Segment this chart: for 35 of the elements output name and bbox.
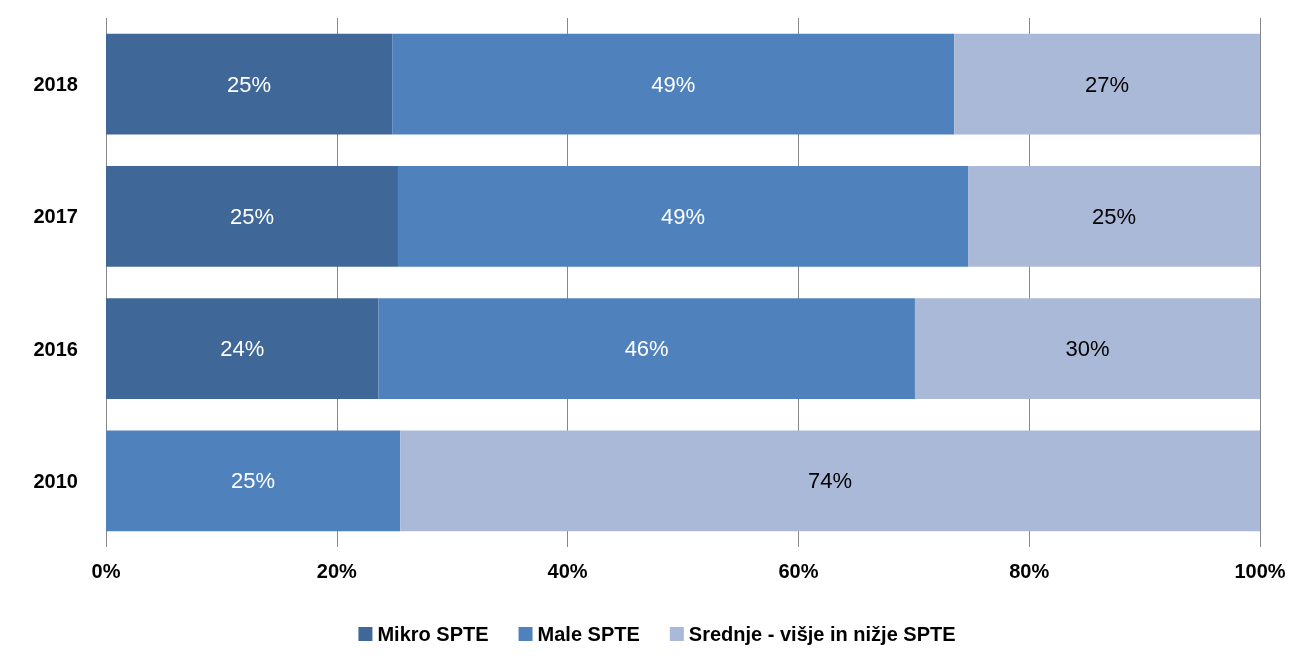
data-label: 25%	[231, 468, 276, 494]
bar	[400, 430, 1260, 532]
data-label: 24%	[220, 336, 265, 362]
data-label: 74%	[808, 468, 853, 494]
data-label: 30%	[1065, 336, 1110, 362]
bar	[378, 298, 915, 399]
x-tick-label: 40%	[547, 560, 588, 582]
data-label: 25%	[227, 71, 272, 97]
y-tick-label: 2018	[33, 73, 78, 96]
bar	[106, 298, 379, 399]
x-tick-label: 100%	[1234, 560, 1286, 582]
data-label: 49%	[651, 71, 696, 97]
y-tick-label: 2017	[33, 205, 78, 228]
legend-label: Mikro SPTE	[377, 623, 489, 645]
data-label: 49%	[660, 203, 706, 229]
data-label: 25%	[229, 203, 274, 229]
bar	[392, 33, 955, 135]
x-tick-label: 0%	[91, 560, 121, 582]
y-tick-label: 2010	[33, 469, 78, 492]
bar	[106, 33, 393, 135]
bar	[106, 166, 398, 267]
bar	[954, 33, 1260, 135]
legend-label: Male SPTE	[537, 623, 640, 645]
data-label: 25%	[1092, 203, 1137, 229]
bar	[397, 166, 969, 267]
x-tick-label: 80%	[1009, 560, 1050, 582]
legend-label: Srednje - višje in nižje SPTE	[688, 623, 956, 645]
bar	[968, 166, 1260, 267]
bar	[106, 430, 401, 532]
data-label: 27%	[1085, 71, 1130, 97]
x-tick-label: 20%	[316, 560, 358, 582]
y-tick-label: 2016	[33, 337, 78, 360]
x-tick-label: 60%	[778, 560, 819, 582]
data-label: 46%	[624, 336, 669, 362]
bar	[914, 298, 1260, 399]
